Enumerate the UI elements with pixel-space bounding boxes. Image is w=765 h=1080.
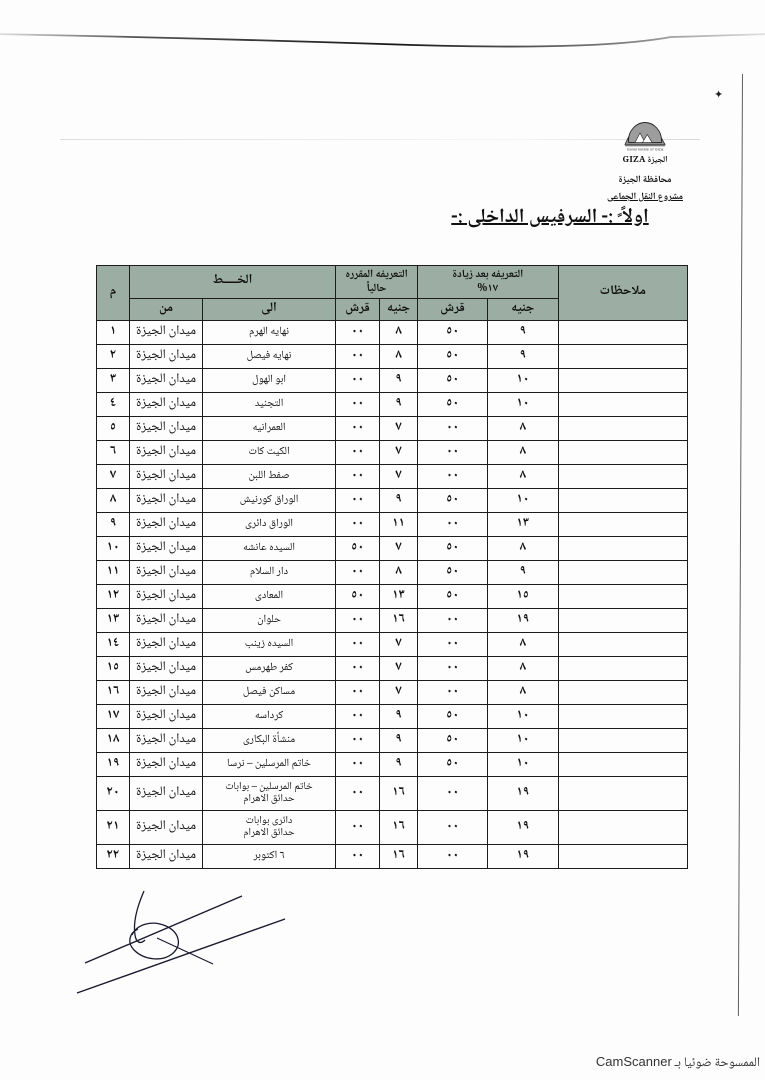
svg-text:Governorate of Giza: Governorate of Giza <box>627 148 663 152</box>
